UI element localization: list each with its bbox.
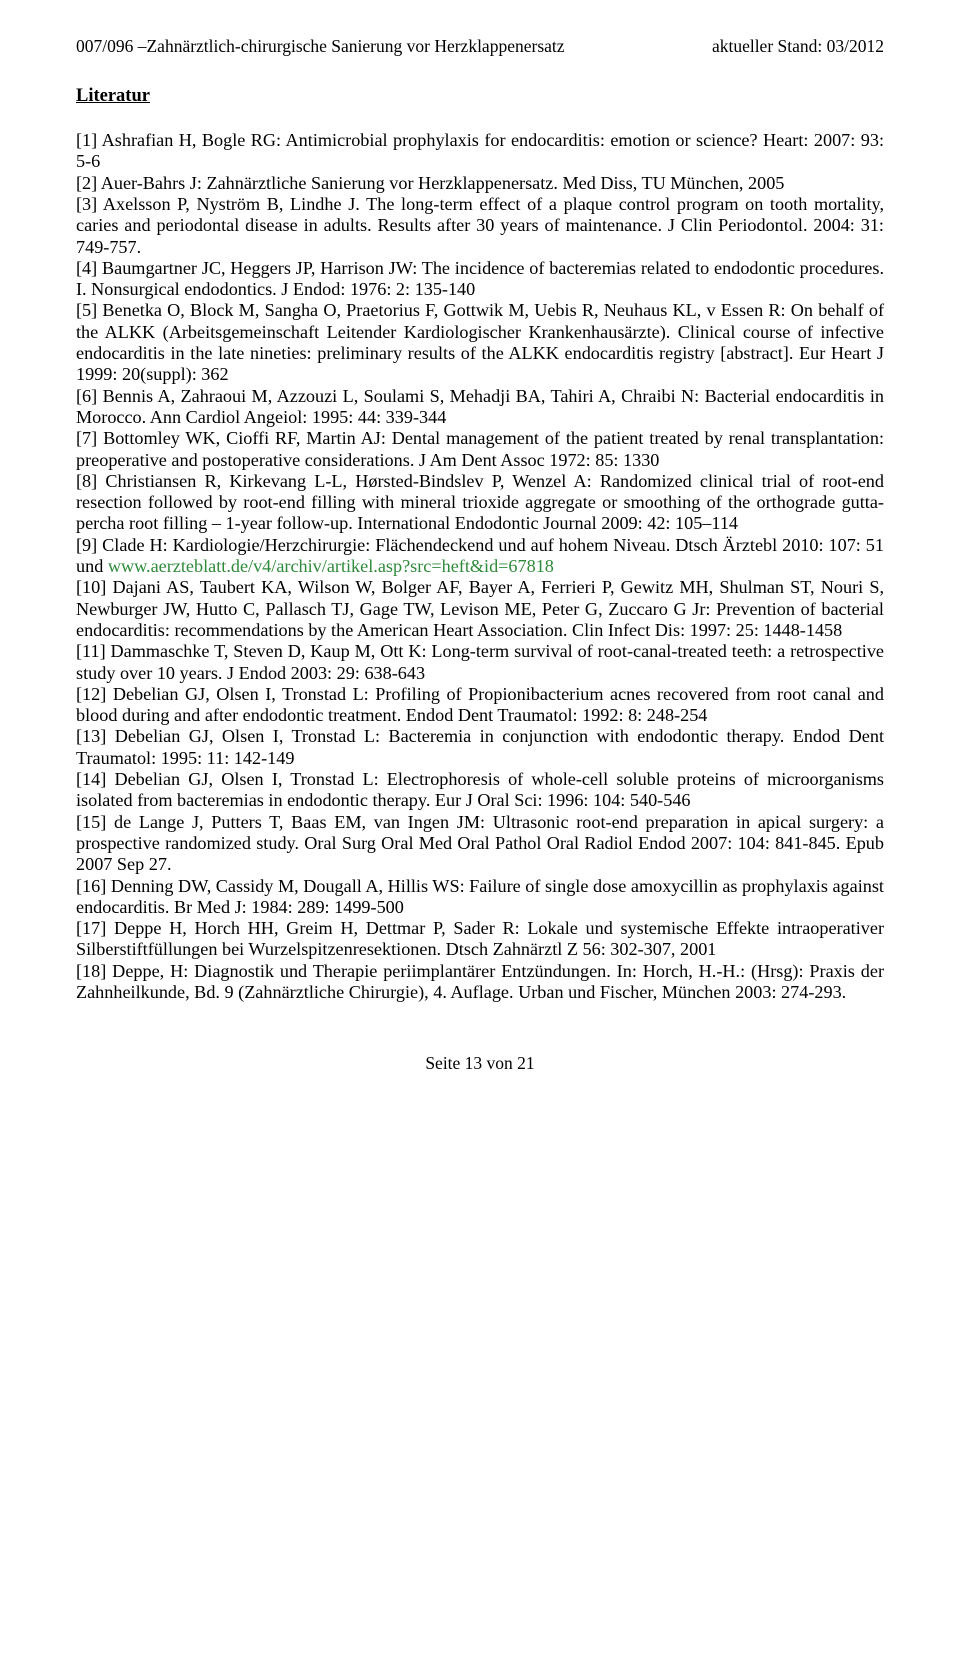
ref-2: [2] Auer-Bahrs J: Zahnärztliche Sanierun… bbox=[76, 173, 884, 194]
header-right: aktueller Stand: 03/2012 bbox=[712, 36, 884, 56]
ref-9: [9] Clade H: Kardiologie/Herzchirurgie: … bbox=[76, 535, 884, 578]
ref-5: [5] Benetka O, Block M, Sangha O, Praeto… bbox=[76, 300, 884, 385]
ref-10: [10] Dajani AS, Taubert KA, Wilson W, Bo… bbox=[76, 577, 884, 641]
page-footer: Seite 13 von 21 bbox=[76, 1053, 884, 1073]
ref-3: [3] Axelsson P, Nyström B, Lindhe J. The… bbox=[76, 194, 884, 258]
page-header: 007/096 –Zahnärztlich-chirurgische Sanie… bbox=[76, 36, 884, 56]
ref-18: [18] Deppe, H: Diagnostik und Therapie p… bbox=[76, 961, 884, 1004]
ref-17: [17] Deppe H, Horch HH, Greim H, Dettmar… bbox=[76, 918, 884, 961]
header-left: 007/096 –Zahnärztlich-chirurgische Sanie… bbox=[76, 36, 565, 56]
ref-1: [1] Ashrafian H, Bogle RG: Antimicrobial… bbox=[76, 130, 884, 173]
ref-14: [14] Debelian GJ, Olsen I, Tronstad L: E… bbox=[76, 769, 884, 812]
ref-9-link[interactable]: www.aerzteblatt.de/v4/archiv/artikel.asp… bbox=[108, 556, 554, 576]
ref-7: [7] Bottomley WK, Cioffi RF, Martin AJ: … bbox=[76, 428, 884, 471]
ref-13: [13] Debelian GJ, Olsen I, Tronstad L: B… bbox=[76, 726, 884, 769]
ref-12: [12] Debelian GJ, Olsen I, Tronstad L: P… bbox=[76, 684, 884, 727]
ref-4: [4] Baumgartner JC, Heggers JP, Harrison… bbox=[76, 258, 884, 301]
section-title: Literatur bbox=[76, 86, 884, 108]
references-block: [1] Ashrafian H, Bogle RG: Antimicrobial… bbox=[76, 130, 884, 1003]
ref-16: [16] Denning DW, Cassidy M, Dougall A, H… bbox=[76, 876, 884, 919]
ref-8: [8] Christiansen R, Kirkevang L-L, Hørst… bbox=[76, 471, 884, 535]
ref-15: [15] de Lange J, Putters T, Baas EM, van… bbox=[76, 812, 884, 876]
ref-6: [6] Bennis A, Zahraoui M, Azzouzi L, Sou… bbox=[76, 386, 884, 429]
ref-11: [11] Dammaschke T, Steven D, Kaup M, Ott… bbox=[76, 641, 884, 684]
